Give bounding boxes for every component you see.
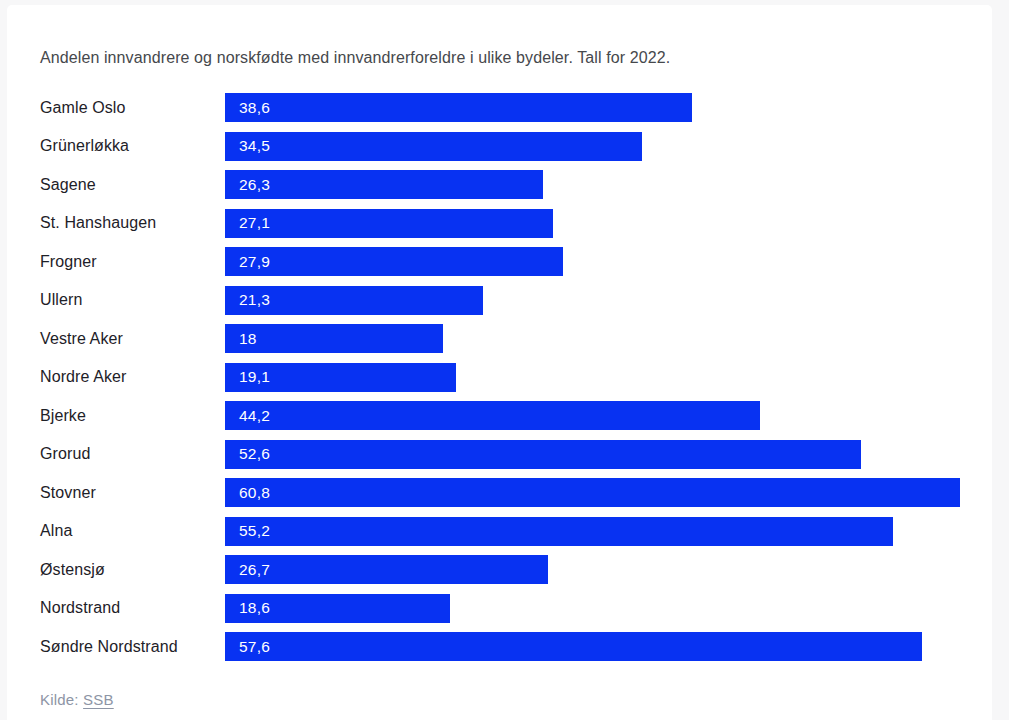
table-row: Nordre Aker 19,1 — [40, 363, 975, 392]
row-label: Ullern — [40, 291, 225, 309]
row-label: Stovner — [40, 484, 225, 502]
bar-track: 55,2 — [225, 517, 975, 546]
bar-track: 21,3 — [225, 286, 975, 315]
bar-track: 27,9 — [225, 247, 975, 276]
bar-value-label: 19,1 — [239, 368, 270, 386]
bar-track: 52,6 — [225, 440, 975, 469]
row-label: Gamle Oslo — [40, 99, 225, 117]
table-row: Gamle Oslo 38,6 — [40, 93, 975, 122]
table-row: Søndre Nordstrand 57,6 — [40, 632, 975, 661]
row-label: Sagene — [40, 176, 225, 194]
bar: 34,5 — [225, 132, 642, 161]
bar: 27,9 — [225, 247, 563, 276]
row-label: Nordre Aker — [40, 368, 225, 386]
bar-value-label: 38,6 — [239, 99, 270, 117]
source-prefix: Kilde: — [40, 691, 83, 708]
bar-value-label: 18 — [239, 330, 257, 348]
bar-track: 27,1 — [225, 209, 975, 238]
bar-value-label: 26,3 — [239, 176, 270, 194]
row-label: Nordstrand — [40, 599, 225, 617]
table-row: St. Hanshaugen 27,1 — [40, 209, 975, 238]
row-label: Søndre Nordstrand — [40, 638, 225, 656]
bar: 38,6 — [225, 93, 692, 122]
bar: 18,6 — [225, 594, 450, 623]
chart-viewport: Andelen innvandrere og norskfødte med in… — [0, 0, 1009, 720]
bar: 52,6 — [225, 440, 861, 469]
bar-value-label: 60,8 — [239, 484, 270, 502]
bar: 57,6 — [225, 632, 922, 661]
row-label: Bjerke — [40, 407, 225, 425]
bar: 27,1 — [225, 209, 553, 238]
bar-track: 38,6 — [225, 93, 975, 122]
bar: 26,7 — [225, 555, 548, 584]
bar-track: 18,6 — [225, 594, 975, 623]
bar: 55,2 — [225, 517, 893, 546]
row-label: Østensjø — [40, 561, 225, 579]
table-row: Ullern 21,3 — [40, 286, 975, 315]
table-row: Grünerløkka 34,5 — [40, 132, 975, 161]
bar-value-label: 57,6 — [239, 638, 270, 656]
bar: 44,2 — [225, 401, 760, 430]
bar-value-label: 18,6 — [239, 599, 270, 617]
bar-track: 19,1 — [225, 363, 975, 392]
row-label: Vestre Aker — [40, 330, 225, 348]
table-row: Vestre Aker 18 — [40, 324, 975, 353]
bar: 19,1 — [225, 363, 456, 392]
table-row: Alna 55,2 — [40, 517, 975, 546]
bar-value-label: 55,2 — [239, 522, 270, 540]
bar: 60,8 — [225, 478, 960, 507]
bar-value-label: 27,9 — [239, 253, 270, 271]
bar-track: 44,2 — [225, 401, 975, 430]
row-label: Frogner — [40, 253, 225, 271]
bar-value-label: 27,1 — [239, 214, 270, 232]
table-row: Bjerke 44,2 — [40, 401, 975, 430]
bar: 18 — [225, 324, 443, 353]
chart-card: Andelen innvandrere og norskfødte med in… — [7, 5, 992, 720]
bar-rows: Gamle Oslo 38,6 Grünerløkka 34,5 Sagene … — [40, 93, 975, 661]
source-line: Kilde: SSB — [40, 691, 975, 708]
bar-track: 60,8 — [225, 478, 975, 507]
bar-value-label: 34,5 — [239, 137, 270, 155]
table-row: Østensjø 26,7 — [40, 555, 975, 584]
bar-track: 26,3 — [225, 170, 975, 199]
table-row: Grorud 52,6 — [40, 440, 975, 469]
row-label: Alna — [40, 522, 225, 540]
table-row: Nordstrand 18,6 — [40, 594, 975, 623]
bar-track: 18 — [225, 324, 975, 353]
bar-track: 26,7 — [225, 555, 975, 584]
bar: 21,3 — [225, 286, 483, 315]
table-row: Stovner 60,8 — [40, 478, 975, 507]
bar-value-label: 52,6 — [239, 445, 270, 463]
source-link-ssb[interactable]: SSB — [83, 691, 114, 708]
row-label: Grorud — [40, 445, 225, 463]
row-label: Grünerløkka — [40, 137, 225, 155]
row-label: St. Hanshaugen — [40, 214, 225, 232]
bar-track: 34,5 — [225, 132, 975, 161]
table-row: Frogner 27,9 — [40, 247, 975, 276]
table-row: Sagene 26,3 — [40, 170, 975, 199]
bar: 26,3 — [225, 170, 543, 199]
bar-track: 57,6 — [225, 632, 975, 661]
bar-value-label: 26,7 — [239, 561, 270, 579]
bar-value-label: 21,3 — [239, 291, 270, 309]
bar-value-label: 44,2 — [239, 407, 270, 425]
chart-title: Andelen innvandrere og norskfødte med in… — [40, 47, 975, 69]
